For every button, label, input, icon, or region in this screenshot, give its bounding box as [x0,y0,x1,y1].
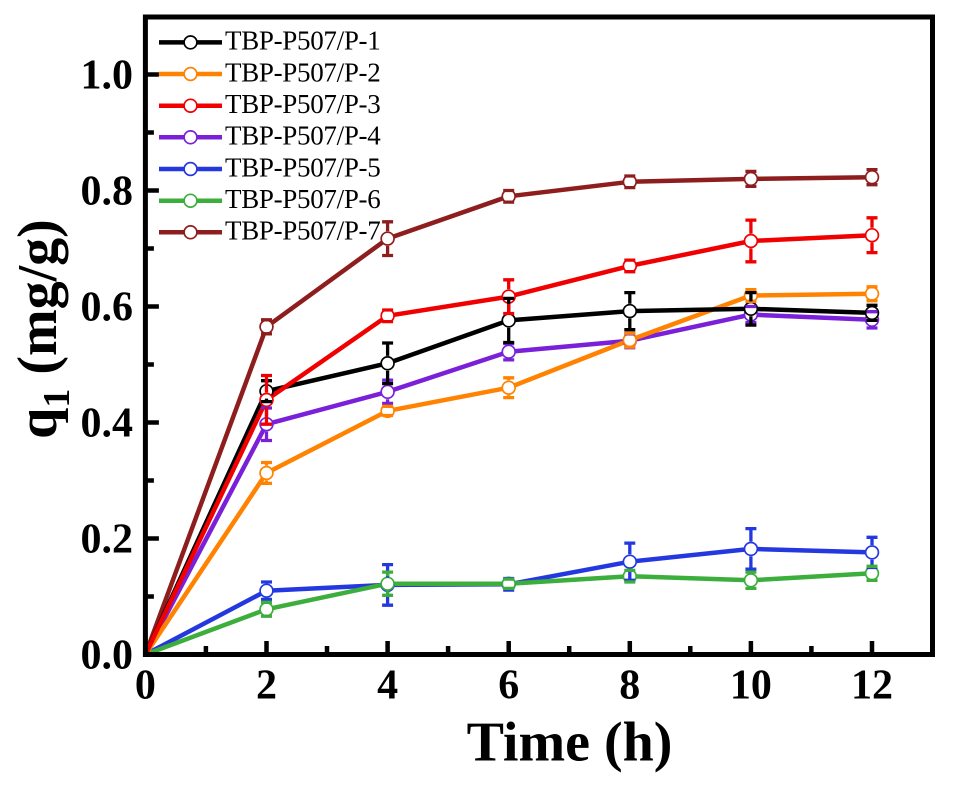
svg-text:TBP-P507/P-6: TBP-P507/P-6 [225,184,380,214]
svg-text:2: 2 [256,663,277,709]
svg-text:0: 0 [135,663,156,709]
svg-text:0.0: 0.0 [81,632,134,678]
svg-text:0.4: 0.4 [81,400,134,446]
svg-text:8: 8 [619,663,640,709]
svg-text:TBP-P507/P-7: TBP-P507/P-7 [225,216,380,246]
svg-text:TBP-P507/P-1: TBP-P507/P-1 [225,26,380,56]
svg-text:0.6: 0.6 [81,284,134,330]
svg-text:Time (h): Time (h) [467,712,673,774]
svg-text:TBP-P507/P-3: TBP-P507/P-3 [225,89,380,119]
svg-text:10: 10 [730,663,772,709]
svg-text:TBP-P507/P-5: TBP-P507/P-5 [225,152,380,182]
svg-text:1.0: 1.0 [81,52,134,98]
svg-text:0.8: 0.8 [81,168,134,214]
svg-text:12: 12 [851,663,893,709]
svg-text:TBP-P507/P-2: TBP-P507/P-2 [225,57,380,87]
svg-text:4: 4 [377,663,398,709]
svg-text:0.2: 0.2 [81,516,134,562]
svg-text:TBP-P507/P-4: TBP-P507/P-4 [225,121,381,151]
svg-text:6: 6 [498,663,519,709]
svg-text:q1 (mg/g): q1 (mg/g) [7,219,78,439]
